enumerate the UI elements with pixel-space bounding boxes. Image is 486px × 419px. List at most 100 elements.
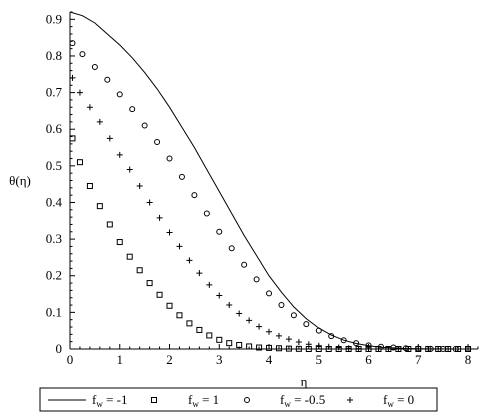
data-point (116, 239, 123, 246)
data-point (79, 51, 86, 58)
data-point (445, 346, 452, 352)
legend-name: f (92, 392, 97, 407)
legend-value: = -1 (103, 392, 128, 407)
y-tick-label: 0.5 (46, 158, 62, 173)
data-point (156, 291, 163, 298)
legend: fw = -1 fw = 1 fw = -0.5 fw = 0 (39, 387, 438, 412)
legend-label: fw = 1 (188, 392, 219, 409)
legend-label: fw = -1 (92, 392, 128, 409)
data-point (216, 336, 223, 343)
data-point (395, 346, 402, 352)
legend-subscript: w (96, 399, 103, 409)
y-tick-label: 0.3 (46, 231, 62, 246)
legend-name: f (383, 392, 388, 407)
y-tick-label: 0.9 (46, 11, 62, 26)
x-tick-label: 0 (67, 352, 74, 367)
legend-symbol (151, 397, 157, 403)
legend-label: fw = 0 (383, 392, 414, 409)
legend-symbol (347, 397, 353, 403)
data-point (191, 192, 198, 199)
series-2 (69, 40, 472, 352)
data-point (69, 40, 76, 47)
data-point (340, 337, 347, 344)
data-point (166, 229, 173, 236)
data-point (390, 344, 397, 351)
legend-subscript: w (284, 399, 291, 409)
data-point (146, 199, 153, 206)
y-tick-label: 0.1 (46, 304, 62, 319)
data-point (91, 63, 98, 70)
data-point (226, 340, 233, 347)
legend-symbol (244, 397, 250, 403)
legend-subscript: w (192, 399, 199, 409)
x-tick-label: 7 (415, 352, 422, 367)
data-point (154, 139, 161, 146)
data-point (86, 104, 93, 111)
data-point (206, 332, 213, 339)
data-point (275, 332, 282, 339)
data-point (116, 91, 123, 98)
data-point (241, 261, 248, 268)
data-point (176, 312, 183, 319)
data-point (76, 159, 83, 166)
y-tick-label: 0.6 (46, 121, 63, 136)
data-point (156, 214, 163, 221)
data-point (176, 243, 183, 250)
legend-name: f (188, 392, 193, 407)
x-tick-label: 1 (117, 352, 124, 367)
data-point (295, 345, 302, 352)
data-point (69, 135, 76, 142)
data-point (136, 182, 143, 189)
y-axis-label: θ(η) (9, 173, 31, 188)
data-point (136, 267, 143, 274)
data-point (166, 302, 173, 309)
y-tick-label: 0.8 (46, 48, 62, 63)
data-point (186, 257, 193, 264)
data-point (246, 343, 253, 350)
data-point (278, 302, 285, 309)
data-point (290, 312, 297, 319)
data-point (206, 281, 213, 288)
data-point (116, 151, 123, 158)
x-axis-label: η (301, 374, 308, 389)
data-point (405, 346, 412, 352)
x-tick-label: 4 (266, 352, 273, 367)
x-tick-label: 8 (465, 352, 472, 367)
legend-label: fw = -0.5 (280, 392, 325, 409)
data-point (129, 106, 136, 113)
y-tick-label: 0 (56, 341, 63, 356)
y-tick-label: 0.2 (46, 268, 62, 283)
data-point (266, 290, 273, 297)
data-point (196, 326, 203, 333)
legend-box (39, 387, 438, 412)
data-point (69, 74, 76, 81)
data-point (76, 89, 83, 96)
data-point (246, 317, 253, 324)
x-tick-label: 5 (316, 352, 323, 367)
series-0 (69, 11, 478, 350)
data-point (96, 203, 103, 210)
data-point (86, 182, 93, 189)
data-point (285, 345, 292, 352)
data-point (365, 345, 372, 352)
x-tick-label: 2 (166, 352, 173, 367)
data-point (216, 228, 223, 235)
data-point (465, 346, 472, 352)
data-point (266, 328, 273, 335)
data-point (335, 344, 342, 351)
legend-entry-0: fw = -1 (48, 392, 128, 409)
data-point (104, 76, 111, 83)
series-line (69, 11, 478, 350)
data-point (303, 321, 310, 328)
data-point (106, 135, 113, 142)
legend-entry-3: fw = 0 (347, 392, 414, 409)
data-point (385, 346, 392, 352)
data-point (146, 280, 153, 287)
data-point (166, 155, 173, 162)
data-point (256, 323, 263, 330)
legend-value: = 1 (199, 392, 219, 407)
data-point (355, 345, 362, 352)
data-point (236, 341, 243, 348)
data-point (295, 339, 302, 346)
data-point (96, 118, 103, 125)
